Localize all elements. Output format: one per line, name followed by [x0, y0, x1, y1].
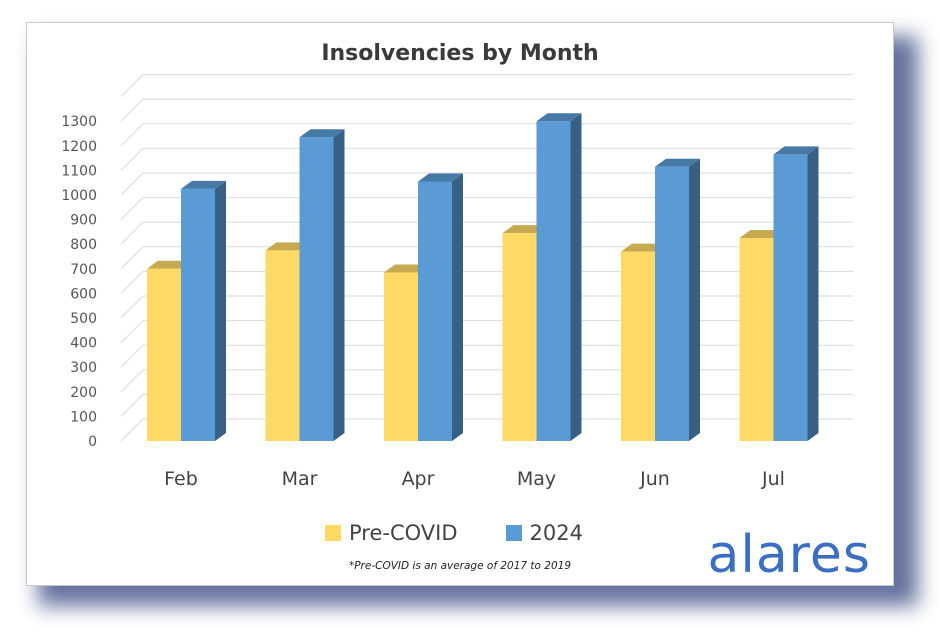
bar-top-0-0 [147, 260, 192, 269]
gridline-depth-6 [120, 271, 144, 294]
legend-label-pre-covid: Pre-COVID [349, 521, 458, 545]
gridline-depth-8 [120, 221, 144, 245]
bar-pre-covid-may [502, 233, 537, 441]
legend-label-2024: 2024 [529, 521, 583, 545]
y-tick-label-7: 700 [70, 262, 97, 278]
y-tick-label-0: 0 [88, 434, 97, 450]
y-tick-label-8: 800 [70, 237, 97, 253]
bar-top-0-3 [502, 225, 548, 234]
gridline-depth-9 [120, 197, 144, 220]
x-tick-label-may: May [517, 468, 556, 490]
x-tick-label-jul: Jul [761, 468, 785, 490]
bar-2024-jun [655, 166, 689, 441]
bar-side-1-3 [570, 113, 582, 441]
bar-2024-may [536, 121, 571, 441]
bar-2024-feb [181, 188, 215, 441]
bar-side-1-1 [333, 129, 345, 441]
y-tick-label-6: 600 [70, 286, 97, 302]
chart-card: 0 100 200 300 400 500 600 700 800 900 1000 1100 1200… [26, 22, 894, 586]
bar-top-1-0 [181, 180, 226, 189]
bar-pre-covid-apr [384, 272, 418, 441]
legend-item-pre-covid: Pre-COVID [325, 521, 458, 545]
legend-item-2024: 2024 [505, 521, 583, 545]
bar-top-0-2 [384, 264, 429, 273]
bar-2024-apr [418, 181, 452, 441]
bar-top-1-5 [773, 146, 819, 155]
y-tick-label-3: 300 [70, 360, 97, 376]
legend-swatch-2024 [505, 525, 522, 541]
chart-plot: 0 100 200 300 400 500 600 700 800 900 1000 1100 1200… [61, 74, 853, 490]
x-tick-label-feb: Feb [164, 468, 198, 490]
bar-pre-covid-jul [739, 238, 774, 441]
gridline-depth-10 [120, 172, 144, 196]
bar-side-1-2 [452, 173, 463, 441]
bar-side-1-0 [215, 180, 226, 441]
bar-top-0-5 [739, 230, 785, 239]
bar-top-1-1 [299, 129, 345, 138]
y-tick-label-9: 900 [70, 213, 97, 229]
x-tick-label-jun: Jun [639, 468, 670, 490]
brand-logo: alares [707, 525, 871, 585]
x-tick-label-mar: Mar [282, 468, 318, 490]
y-tick-label-11: 1100 [61, 163, 97, 179]
gridline-depth-11 [120, 148, 144, 171]
y-tick-label-10: 1000 [61, 188, 97, 204]
gridline-depth-13 [120, 98, 144, 122]
bar-top-0-4 [621, 243, 666, 252]
bar-side-1-4 [689, 158, 700, 441]
y-tick-label-12: 1200 [61, 139, 97, 155]
bar-top-1-3 [536, 113, 582, 122]
bar-pre-covid-mar [265, 250, 300, 441]
y-tick-label-1: 100 [70, 409, 97, 425]
gridline-depth-top [120, 74, 144, 97]
bar-side-1-5 [807, 146, 819, 441]
gridline-depth-1 [120, 394, 144, 417]
bar-top-1-2 [418, 173, 463, 182]
chart-title: Insolvencies by Month [321, 41, 599, 66]
gridline-depth-4 [120, 320, 144, 343]
gridline-depth-12 [120, 123, 144, 147]
gridline-depth-5 [120, 295, 144, 319]
bar-pre-covid-jun [621, 251, 655, 441]
gridline-depth-0 [120, 418, 144, 442]
y-tick-label-5: 500 [70, 311, 97, 327]
y-tick-label-13: 1300 [61, 114, 97, 130]
y-tick-label-2: 200 [70, 385, 97, 401]
gridline-depth-2 [120, 369, 144, 393]
footnote: *Pre-COVID is an average of 2017 to 2019 [348, 560, 572, 572]
bar-pre-covid-feb [147, 268, 181, 441]
chart-legend: Pre-COVID 2024 [325, 521, 631, 545]
gridline-depth-7 [120, 246, 144, 270]
legend-swatch-pre-covid [325, 525, 341, 541]
bar-2024-mar [299, 137, 334, 441]
bar-top-1-4 [655, 158, 700, 167]
bar-top-0-1 [265, 242, 311, 251]
gridline-depth-3 [120, 344, 144, 368]
bar-2024-jul [773, 154, 808, 441]
y-tick-label-4: 400 [70, 336, 97, 352]
x-tick-label-apr: Apr [402, 468, 435, 490]
